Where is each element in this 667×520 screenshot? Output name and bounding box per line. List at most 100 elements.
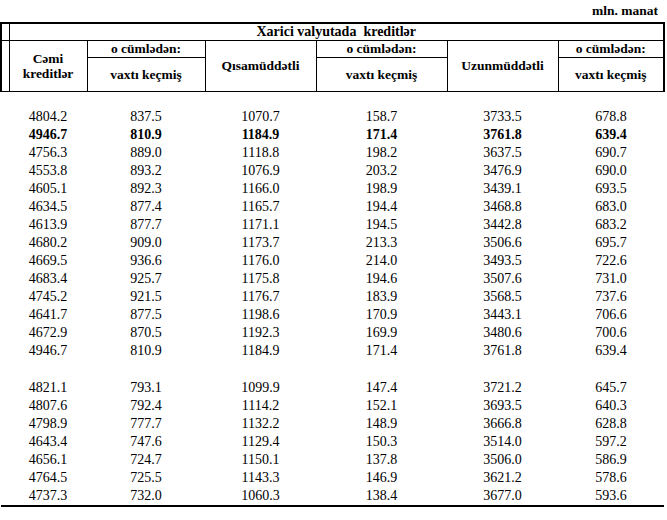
data-cell-long_term_overdue: 628.8	[558, 415, 664, 433]
data-cell-long_term: 3693.5	[447, 397, 558, 415]
data-cell-long_term: 3666.8	[447, 415, 558, 433]
data-cell-long_term: 3493.5	[447, 252, 558, 270]
data-cell-total_overdue: 777.7	[87, 415, 205, 433]
data-cell-long_term_overdue: 639.4	[558, 342, 664, 360]
data-cell-long_term: 3761.8	[447, 342, 558, 360]
data-cell-short_term_overdue: 152.1	[316, 397, 447, 415]
data-cell-long_term_overdue: 678.8	[558, 108, 664, 126]
data-cell-short_term: 1173.7	[205, 234, 316, 252]
data-cell-long_term_overdue: 695.7	[558, 234, 664, 252]
data-cell-total: 4946.7	[9, 126, 87, 144]
data-cell-long_term_overdue: 639.4	[558, 126, 664, 144]
data-cell-short_term_overdue: 146.9	[316, 469, 447, 487]
data-cell-long_term_overdue: 722.6	[558, 252, 664, 270]
data-cell-long_term_overdue: 593.6	[558, 487, 664, 506]
data-cell-total_overdue: 889.0	[87, 144, 205, 162]
table-row: 4634.5877.41165.7194.43468.8683.0	[1, 198, 664, 216]
data-cell-total_overdue: 921.5	[87, 288, 205, 306]
data-cell-long_term: 3443.1	[447, 306, 558, 324]
data-cell-long_term: 3733.5	[447, 108, 558, 126]
data-cell-total: 4798.9	[9, 415, 87, 433]
data-cell-short_term_overdue: 137.8	[316, 451, 447, 469]
data-cell-long_term: 3506.6	[447, 234, 558, 252]
data-cell-total_overdue: 892.3	[87, 180, 205, 198]
data-cell-short_term_overdue: 183.9	[316, 288, 447, 306]
col-header-long-term: Uzunmüddətli	[447, 41, 558, 92]
data-cell-long_term_overdue: 645.7	[558, 379, 664, 397]
data-cell-total: 4613.9	[9, 216, 87, 234]
row-stub-cell	[1, 415, 9, 433]
data-cell-short_term: 1060.3	[205, 487, 316, 506]
table-row: 4553.8893.21076.9203.23476.9690.0	[1, 162, 664, 180]
data-cell-short_term_overdue: 194.4	[316, 198, 447, 216]
row-stub-cell	[1, 379, 9, 397]
data-cell-short_term_overdue: 171.4	[316, 126, 447, 144]
data-cell-long_term: 3480.6	[447, 324, 558, 342]
foreign-currency-credits-table: Xarici valyutada kreditlər Cəmi kreditlə…	[0, 22, 665, 507]
data-cell-long_term: 3476.9	[447, 162, 558, 180]
data-cell-short_term: 1166.0	[205, 180, 316, 198]
data-cell-total_overdue: 747.6	[87, 433, 205, 451]
data-cell-total_overdue: 877.4	[87, 198, 205, 216]
data-cell-short_term_overdue: 203.2	[316, 162, 447, 180]
data-cell-short_term_overdue: 148.9	[316, 415, 447, 433]
table-row: 4946.7810.91184.9171.43761.8639.4	[1, 126, 664, 144]
data-cell-short_term: 1132.2	[205, 415, 316, 433]
data-cell-short_term: 1129.4	[205, 433, 316, 451]
data-cell-short_term_overdue: 198.2	[316, 144, 447, 162]
document-page: mln. manat Xarici valyutada kreditlər Cə…	[0, 0, 667, 520]
data-cell-long_term_overdue: 690.7	[558, 144, 664, 162]
row-stub-cell	[1, 126, 9, 144]
table-row: 4804.2837.51070.7158.73733.5678.8	[1, 108, 664, 126]
data-cell-total: 4605.1	[9, 180, 87, 198]
col-header-overdue-2: vaxtı keçmiş	[316, 58, 447, 92]
table-row: 4745.2921.51176.7183.93568.5737.6	[1, 288, 664, 306]
data-cell-total_overdue: 893.2	[87, 162, 205, 180]
data-cell-long_term: 3442.8	[447, 216, 558, 234]
col-header-total-credits: Cəmi kreditlər	[9, 41, 87, 92]
data-cell-total_overdue: 725.5	[87, 469, 205, 487]
row-stub-cell	[1, 234, 9, 252]
table-row: 4821.1793.11099.9147.43721.2645.7	[1, 379, 664, 397]
row-stub-cell	[1, 397, 9, 415]
row-stub-cell	[1, 487, 9, 506]
row-stub-cell	[1, 198, 9, 216]
table-row: 4683.4925.71175.8194.63507.6731.0	[1, 270, 664, 288]
data-cell-total_overdue: 732.0	[87, 487, 205, 506]
data-cell-long_term: 3637.5	[447, 144, 558, 162]
data-cell-long_term_overdue: 706.6	[558, 306, 664, 324]
data-cell-total: 4821.1	[9, 379, 87, 397]
row-stub-cell	[1, 342, 9, 360]
data-cell-total_overdue: 810.9	[87, 126, 205, 144]
data-cell-total: 4756.3	[9, 144, 87, 162]
table-row: 4946.7810.91184.9171.43761.8639.4	[1, 342, 664, 360]
table-body: 4804.2837.51070.7158.73733.5678.84946.78…	[1, 92, 664, 507]
data-cell-total: 4669.5	[9, 252, 87, 270]
row-stub-cell	[1, 306, 9, 324]
data-cell-short_term: 1175.8	[205, 270, 316, 288]
data-cell-long_term: 3468.8	[447, 198, 558, 216]
data-cell-short_term: 1192.3	[205, 324, 316, 342]
row-stub-cell	[1, 162, 9, 180]
table-row: 4756.3889.01118.8198.23637.5690.7	[1, 144, 664, 162]
row-stub-cell	[1, 469, 9, 487]
data-cell-total: 4737.3	[9, 487, 87, 506]
row-stub-cell	[1, 270, 9, 288]
data-cell-total: 4643.4	[9, 433, 87, 451]
data-cell-short_term: 1198.6	[205, 306, 316, 324]
row-stub-cell	[1, 144, 9, 162]
header-stub-cell	[1, 41, 9, 92]
data-cell-long_term_overdue: 737.6	[558, 288, 664, 306]
row-stub-cell	[1, 252, 9, 270]
data-cell-long_term_overdue: 640.3	[558, 397, 664, 415]
data-cell-total: 4946.7	[9, 342, 87, 360]
data-cell-long_term: 3621.2	[447, 469, 558, 487]
data-cell-short_term: 1176.7	[205, 288, 316, 306]
data-cell-total: 4641.7	[9, 306, 87, 324]
data-cell-short_term_overdue: 170.9	[316, 306, 447, 324]
data-cell-long_term: 3761.8	[447, 126, 558, 144]
data-cell-long_term: 3439.1	[447, 180, 558, 198]
col-header-including-2: o cümlədən:	[316, 41, 447, 58]
data-cell-total: 4745.2	[9, 288, 87, 306]
data-cell-short_term: 1165.7	[205, 198, 316, 216]
